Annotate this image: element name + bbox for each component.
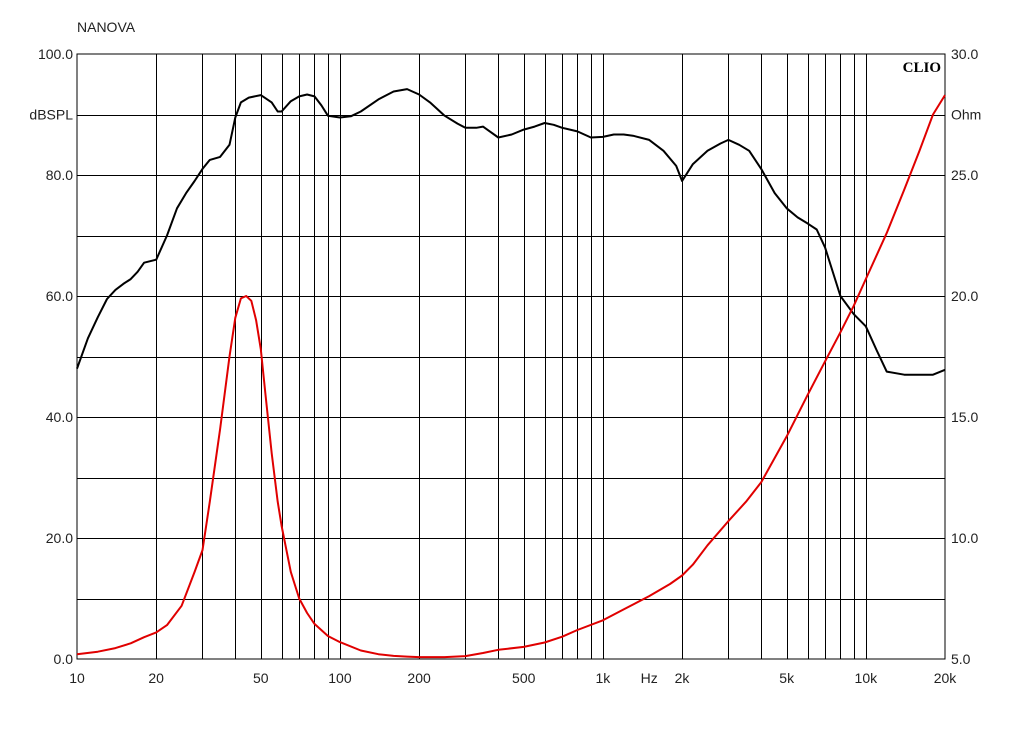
x-tick-label: 1k [595,670,611,686]
series-line-left-axis [76,88,946,376]
y-right-tick-label: 30.0 [951,46,978,62]
y-left-tick-label: 80.0 [46,167,73,183]
chart-labels: 10 20 50 100 200 500 1k 2k 5k 10k 20k Hz 0.0 20.0 40.0… [29,46,981,686]
x-tick-label: 10k [855,670,879,686]
x-axis-unit-label: Hz [641,670,658,686]
x-tick-label: 10 [69,670,85,686]
y-left-tick-label: 100.0 [38,46,73,62]
x-tick-label: 20 [148,670,164,686]
y-right-tick-label: 10.0 [951,530,978,546]
x-tick-label: 5k [779,670,795,686]
brand-label: CLIO [903,60,941,76]
x-tick-label: 2k [675,670,691,686]
y-left-tick-label: 60.0 [46,288,73,304]
y-left-tick-label: 40.0 [46,409,73,425]
chart-series [76,88,946,659]
y-left-tick-label: 20.0 [46,530,73,546]
y-right-tick-label: 25.0 [951,167,978,183]
x-tick-label: 200 [407,670,431,686]
y-right-tick-label: 15.0 [951,409,978,425]
y-right-axis-label: Ohm [951,107,981,123]
x-tick-label: 100 [328,670,352,686]
x-tick-label: 20k [934,670,958,686]
plot-frame [76,53,946,660]
y-right-tick-label: 20.0 [951,288,978,304]
y-left-axis-label: dBSPL [29,107,73,123]
y-left-tick-label: 0.0 [54,651,74,667]
x-tick-label: 50 [253,670,269,686]
chart-title: NANOVA [77,19,136,35]
chart-grid [77,54,945,659]
y-right-tick-label: 5.0 [951,651,971,667]
x-tick-label: 500 [512,670,536,686]
series-line-right-axis [76,94,946,659]
